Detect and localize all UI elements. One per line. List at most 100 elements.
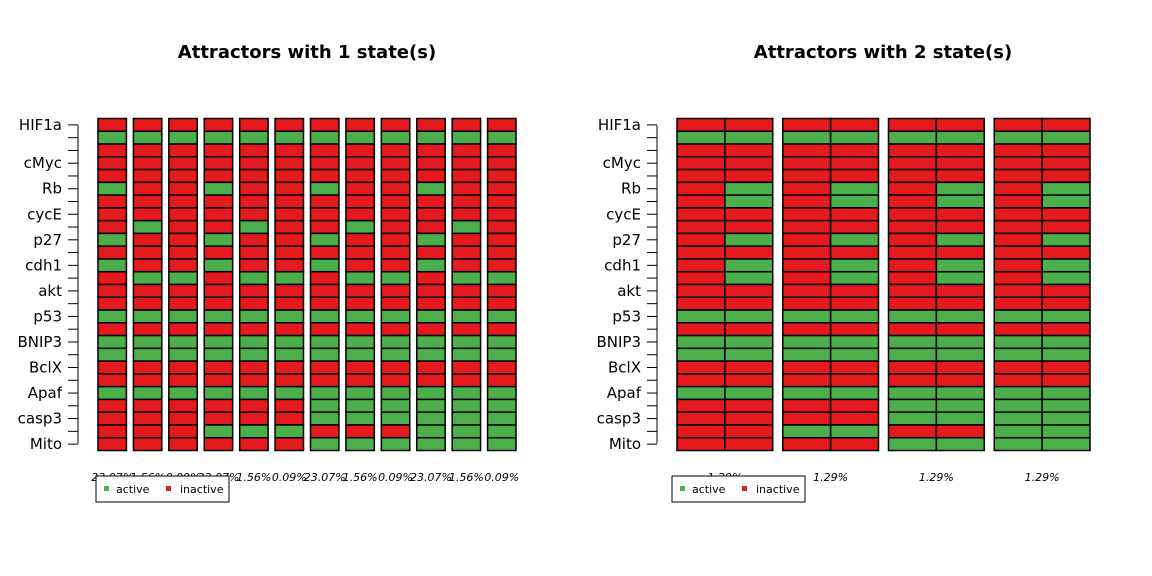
cell bbox=[416, 385, 446, 401]
cell bbox=[935, 296, 985, 311]
cell bbox=[486, 309, 517, 324]
legend-box bbox=[95, 475, 230, 503]
cell bbox=[168, 207, 198, 222]
cell bbox=[309, 270, 340, 286]
cell bbox=[724, 385, 774, 401]
cell bbox=[274, 117, 305, 133]
cell bbox=[782, 232, 832, 247]
cell bbox=[782, 360, 832, 375]
cell bbox=[380, 219, 411, 235]
cell bbox=[345, 398, 376, 413]
cell bbox=[238, 143, 269, 158]
cell bbox=[203, 258, 234, 273]
cell bbox=[724, 194, 774, 209]
cell bbox=[203, 360, 234, 375]
cell bbox=[1041, 143, 1091, 158]
cell bbox=[887, 181, 938, 196]
cell bbox=[97, 117, 128, 133]
cell bbox=[309, 181, 340, 196]
cell bbox=[829, 283, 880, 299]
cell bbox=[238, 219, 269, 235]
cell bbox=[345, 117, 376, 133]
cell bbox=[132, 156, 163, 171]
cell bbox=[97, 411, 128, 426]
cell bbox=[238, 130, 269, 145]
group-percent-label: 23.07% bbox=[410, 471, 452, 484]
cell bbox=[238, 181, 269, 196]
cell bbox=[993, 270, 1043, 286]
cell bbox=[380, 322, 411, 337]
cell bbox=[993, 347, 1043, 362]
y-tick-label: cdh1 bbox=[25, 256, 62, 274]
cell bbox=[309, 411, 340, 426]
cell bbox=[486, 322, 517, 337]
cell bbox=[416, 194, 446, 209]
cell bbox=[451, 360, 482, 375]
cell bbox=[993, 143, 1043, 158]
cell bbox=[238, 168, 269, 184]
cell bbox=[274, 181, 305, 196]
cell bbox=[416, 270, 446, 286]
cell bbox=[451, 130, 482, 145]
group-percent-label: 0.09% bbox=[272, 471, 307, 484]
cell bbox=[238, 385, 269, 401]
cell bbox=[829, 424, 880, 439]
cell bbox=[486, 181, 517, 196]
cell bbox=[993, 117, 1043, 133]
cell bbox=[486, 296, 517, 311]
cell bbox=[724, 130, 774, 145]
cell bbox=[345, 207, 376, 222]
cell bbox=[486, 283, 517, 299]
cell bbox=[309, 245, 340, 260]
cell bbox=[97, 143, 128, 158]
cell bbox=[309, 258, 340, 273]
cell bbox=[416, 156, 446, 171]
legend-label-active: active bbox=[116, 483, 150, 496]
cell bbox=[1041, 270, 1091, 286]
cell bbox=[97, 245, 128, 260]
cell bbox=[887, 283, 938, 299]
cell bbox=[416, 296, 446, 311]
cell bbox=[274, 245, 305, 260]
cell bbox=[132, 411, 163, 426]
cell bbox=[993, 436, 1043, 452]
cell bbox=[1041, 436, 1091, 452]
cell bbox=[97, 334, 128, 350]
cell bbox=[451, 296, 482, 311]
cell bbox=[97, 168, 128, 184]
cell bbox=[1041, 117, 1091, 133]
cell bbox=[132, 322, 163, 337]
cell bbox=[451, 245, 482, 260]
cell bbox=[1041, 258, 1091, 273]
cell bbox=[238, 194, 269, 209]
cell bbox=[451, 436, 482, 452]
cell bbox=[345, 156, 376, 171]
cell bbox=[993, 194, 1043, 209]
cell bbox=[416, 322, 446, 337]
cell bbox=[97, 156, 128, 171]
cell bbox=[132, 117, 163, 133]
cell bbox=[168, 168, 198, 184]
group-percent-label: 0.09% bbox=[378, 471, 413, 484]
cell bbox=[274, 130, 305, 145]
y-tick-label: p53 bbox=[33, 307, 62, 325]
cell bbox=[416, 411, 446, 426]
cell bbox=[132, 385, 163, 401]
cell bbox=[993, 296, 1043, 311]
cell bbox=[451, 411, 482, 426]
cell bbox=[935, 347, 985, 362]
cell bbox=[416, 347, 446, 362]
legend: active inactive bbox=[95, 475, 230, 503]
cell bbox=[451, 168, 482, 184]
cell bbox=[203, 117, 234, 133]
cell bbox=[935, 143, 985, 158]
cell bbox=[1041, 181, 1091, 196]
cell bbox=[132, 347, 163, 362]
cell bbox=[782, 207, 832, 222]
cell bbox=[416, 398, 446, 413]
y-tick-label: p27 bbox=[612, 231, 641, 249]
cell bbox=[451, 347, 482, 362]
cell bbox=[380, 181, 411, 196]
cell bbox=[203, 296, 234, 311]
legend-box bbox=[671, 475, 806, 503]
